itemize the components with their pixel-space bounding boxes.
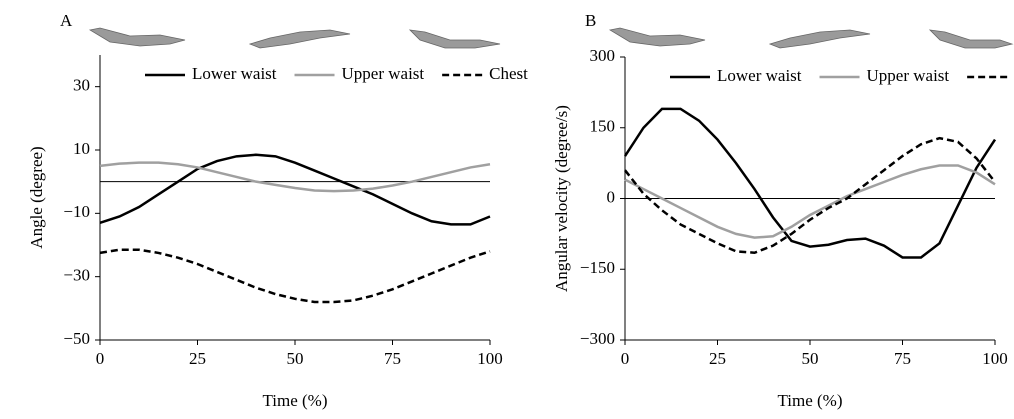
data-line — [623, 107, 997, 259]
y-tick-label: 150 — [590, 117, 616, 136]
x-tick-label: 0 — [96, 349, 105, 368]
legend-label: Lower waist — [717, 66, 802, 85]
y-tick-label: −30 — [63, 266, 90, 285]
panel-label: B — [585, 11, 596, 30]
y-tick-label: 30 — [73, 76, 90, 95]
x-tick-label: 50 — [802, 349, 819, 368]
y-axis-label: Angle (degree) — [27, 146, 46, 248]
y-tick-label: 10 — [73, 139, 90, 158]
y-tick-label: −10 — [63, 202, 90, 221]
x-tick-label: 100 — [477, 349, 503, 368]
y-tick-label: 0 — [607, 187, 616, 206]
legend-label: Lower waist — [192, 64, 277, 83]
legend-label: Upper waist — [342, 64, 425, 83]
x-tick-label: 25 — [189, 349, 206, 368]
swimmer-icons — [88, 27, 1014, 49]
y-tick-label: 300 — [590, 46, 616, 65]
data-line — [99, 248, 491, 304]
y-tick-label: −50 — [63, 329, 90, 348]
data-line — [624, 136, 996, 255]
x-tick-label: 75 — [894, 349, 911, 368]
legend-label: Upper waist — [867, 66, 950, 85]
panel-label: A — [60, 11, 73, 30]
data-line — [624, 164, 996, 239]
x-axis-label: Time (%) — [777, 391, 842, 410]
x-tick-label: 100 — [982, 349, 1008, 368]
x-tick-label: 75 — [384, 349, 401, 368]
x-tick-label: 25 — [709, 349, 726, 368]
y-tick-label: −150 — [580, 258, 615, 277]
data-line — [99, 153, 491, 226]
x-tick-label: 50 — [287, 349, 304, 368]
y-axis-label: Angular velocity (degree/s) — [552, 105, 571, 292]
data-line — [99, 161, 491, 193]
x-axis-label: Time (%) — [262, 391, 327, 410]
x-tick-label: 0 — [621, 349, 630, 368]
y-tick-label: −300 — [580, 329, 615, 348]
legend-label: Chest — [489, 64, 528, 83]
